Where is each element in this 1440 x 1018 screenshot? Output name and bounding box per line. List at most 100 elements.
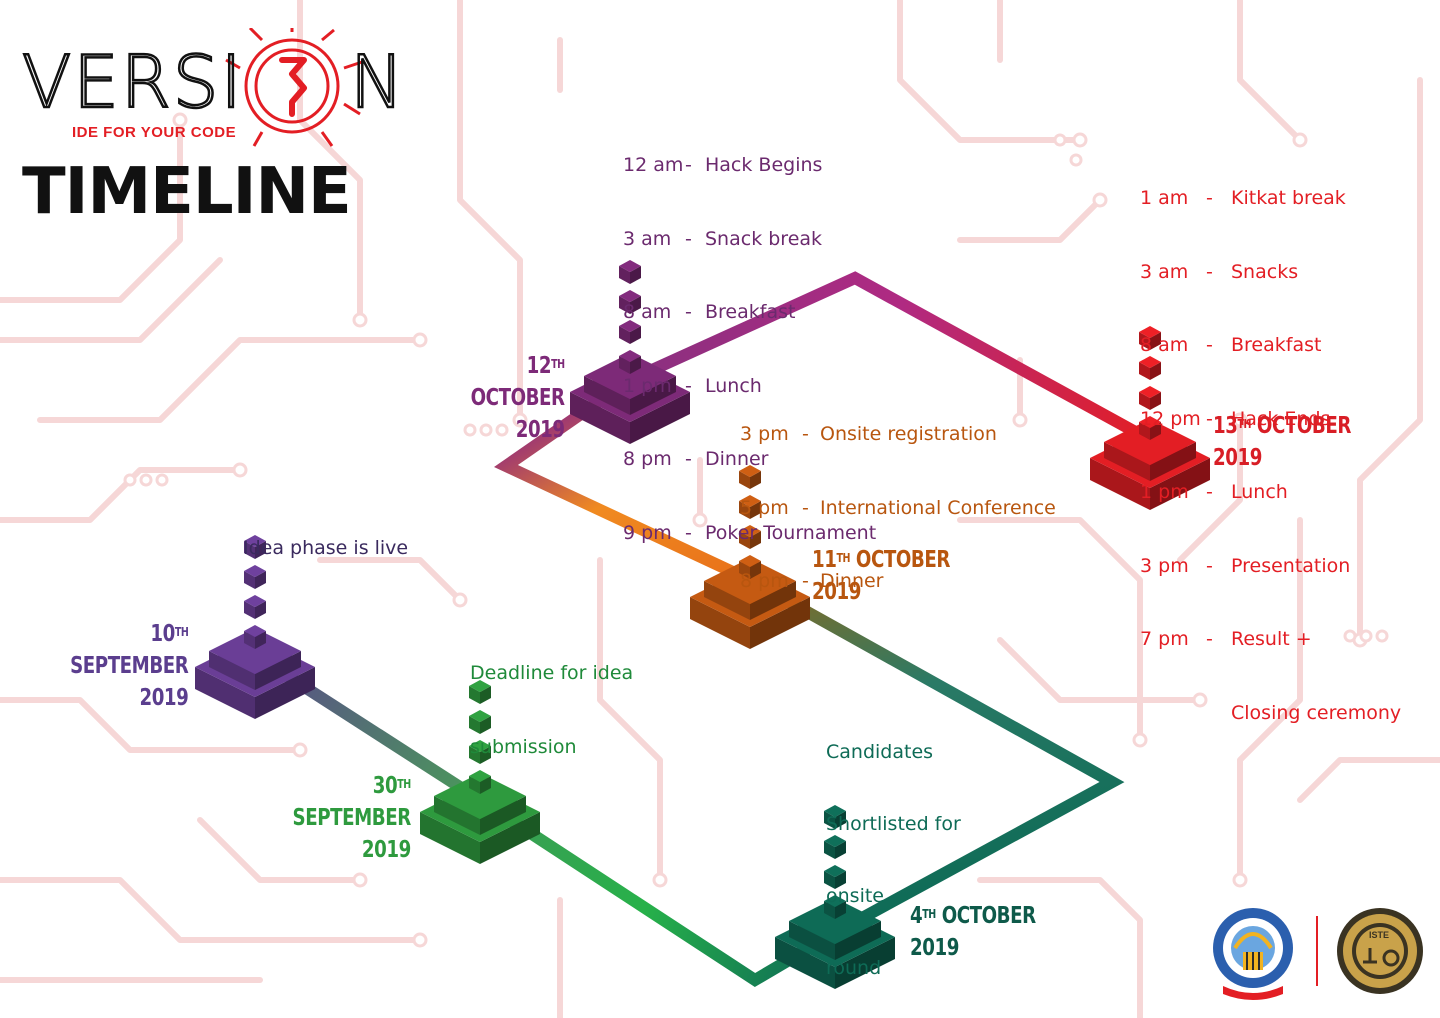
iste-seal-icon: [1337, 908, 1423, 994]
event-item: 8 pm - Dinner: [740, 570, 884, 592]
stem-cube-top: [824, 895, 846, 907]
page-title: TIMELINE: [22, 155, 352, 229]
date-label-oct11: 11TH OCTOBER 2019: [812, 547, 950, 605]
stem-cube-top: [824, 805, 846, 817]
milestone-block-oct4: [775, 805, 895, 989]
events-oct11: 3 pm - Onsite registration 5 pm - Internatio…: [740, 373, 1056, 618]
event-item: 3 am - Snacks: [1140, 260, 1299, 283]
event-item: Shortlisted for: [826, 813, 961, 835]
event-item: 8 am - Breakfast: [1140, 334, 1322, 356]
block-right-face: [1150, 458, 1210, 510]
stem-cube-top: [1139, 386, 1161, 398]
block-right-face: [480, 796, 526, 835]
stem-cube-top: [739, 465, 761, 477]
date-label-sep30: 30TH SEPTEMBER 2019: [292, 773, 412, 863]
event-item: 1 am - Kitkat break: [1140, 187, 1346, 209]
event-item: 3 pm - Presentation: [1140, 554, 1351, 577]
iste-label: ISTE: [1369, 930, 1390, 940]
stem-cube-top: [1139, 416, 1161, 428]
block-right-face: [630, 392, 690, 444]
block-left-face: [704, 581, 750, 620]
block-left-face: [1090, 458, 1150, 510]
block-left-face: [584, 376, 630, 415]
block-right-face: [480, 812, 540, 864]
brand-name-left: VERSI: [21, 40, 244, 124]
event-item: 3 am - Snack break: [623, 227, 823, 250]
milestone-block-oct11: [690, 465, 810, 649]
block-left-face: [434, 796, 480, 835]
block-top-face: [434, 773, 526, 819]
event-item: submission: [470, 735, 577, 758]
event-item: 12 pm - Hack Ends: [1140, 407, 1331, 430]
brand-name-right: N: [349, 40, 405, 124]
milestone-block-oct12: [570, 260, 690, 444]
event-item: 8 am - Breakfast: [623, 301, 796, 323]
stem-cube-top: [469, 710, 491, 722]
block-top-face: [789, 898, 881, 944]
logo-group: ISTE: [1205, 902, 1430, 1002]
event-item: onsite: [826, 885, 884, 907]
block-right-face: [255, 667, 315, 719]
stem-cube-top: [739, 555, 761, 567]
date-label-oct4: 4TH OCTOBER 2019: [910, 903, 1036, 961]
stem-cube-top: [469, 680, 491, 692]
block-right-face: [750, 581, 796, 620]
events-sep30: Deadline for idea submission: [470, 612, 633, 784]
block-top-face: [704, 558, 796, 604]
stem-cube-top: [469, 770, 491, 782]
date-label-oct13: 13TH OCTOBER 2019: [1213, 413, 1351, 471]
block-right-face: [750, 597, 810, 649]
stem-cube-top: [244, 625, 266, 637]
date-label-oct12: 12TH OCTOBER 2019: [470, 353, 565, 443]
block-left-face: [1104, 442, 1150, 481]
stem-cube-top: [619, 320, 641, 332]
event-item: 12 am - Hack Begins: [623, 154, 823, 176]
events-oct4: Candidates Shortlisted for onsite round: [826, 692, 961, 1004]
block-left-face: [775, 937, 835, 989]
stem-cube-top: [244, 595, 266, 607]
event-item: 8 pm - Dinner: [623, 448, 769, 470]
date-label-sep10: 10TH SEPTEMBER 2019: [70, 621, 189, 711]
block-right-face: [630, 376, 676, 415]
stem-cube-top: [244, 535, 266, 547]
stem-cube-top: [619, 350, 641, 362]
block-left-face: [195, 667, 255, 719]
event-item: 9 pm - Poker Tournament: [623, 521, 877, 544]
event-item: round: [826, 957, 882, 979]
stem-cube-top: [619, 260, 641, 272]
stem-cube-top: [824, 865, 846, 877]
stem-cube-top: [739, 525, 761, 537]
stem-cube-top: [619, 290, 641, 302]
stem-cube-top: [469, 740, 491, 752]
event-item: Closing ceremony: [1231, 701, 1402, 724]
event-item: 7 pm - Result +: [1140, 628, 1312, 650]
block-left-face: [690, 597, 750, 649]
stem-cube-top: [739, 495, 761, 507]
block-right-face: [835, 937, 895, 989]
events-oct12: 12 am - Hack Begins 3 am - Snack break 8 am -…: [623, 104, 876, 570]
event-item: 1 pm - Lunch: [623, 374, 762, 397]
milestone-block-sep30: [420, 680, 540, 864]
block-left-face: [570, 392, 630, 444]
event-item: 3 pm - Onsite registration: [740, 423, 997, 445]
events-oct13: 1 am - Kitkat break 3 am - Snacks 8 am - Break…: [1140, 137, 1401, 750]
milestone-block-oct13: [1090, 326, 1210, 510]
block-top-face: [209, 628, 301, 674]
block-right-face: [835, 921, 881, 960]
stem-cube-top: [824, 835, 846, 847]
events-sep10: Idea phase is live: [243, 487, 408, 585]
milestone-block-sep10: [195, 535, 315, 719]
timeline-segment: [747, 574, 1125, 936]
block-right-face: [1150, 442, 1196, 481]
block-top-face: [1104, 419, 1196, 465]
event-item: 5 pm - International Conference: [740, 496, 1056, 519]
event-item: Deadline for idea: [470, 662, 634, 684]
event-item: Candidates: [826, 741, 934, 763]
brand-tagline: IDE FOR YOUR CODE: [72, 124, 237, 141]
block-right-face: [255, 651, 301, 690]
stem-cube-top: [1139, 326, 1161, 338]
timeline-segment: [627, 271, 1153, 446]
event-item: 1 pm - Lunch: [1140, 481, 1288, 503]
